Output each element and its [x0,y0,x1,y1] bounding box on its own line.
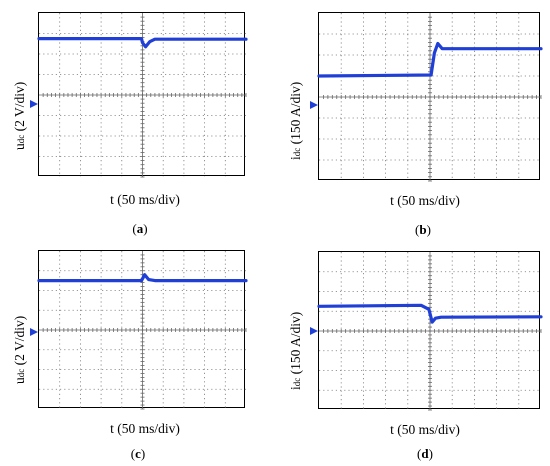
oscilloscope-screen-d [317,251,543,411]
caption-b: (b) [415,222,431,237]
grid [39,251,246,409]
ylabel-c: udc (2 V/div) [12,315,27,384]
xlabel-c: t (50 ms/div) [110,421,180,436]
xlabel-b: t (50 ms/div) [390,193,460,208]
signal-trace [317,303,543,324]
signal-trace [37,273,248,283]
grid [319,252,541,410]
channel-marker-icon [310,322,318,335]
oscilloscope-screen-c [37,250,248,410]
channel-marker-icon [310,96,318,109]
center-axes [319,13,542,182]
ylabel-d: idc (150 A/div) [288,311,303,390]
oscilloscope-screen-a [37,12,248,178]
plot-area-c [37,251,248,410]
center-axes [39,13,247,178]
plot-area-d [317,252,543,411]
caption-a: (a) [132,221,148,236]
ylabel-b: idc (150 A/div) [288,81,303,160]
signal-trace [317,41,543,78]
caption-d: (d) [417,446,433,461]
signal-trace [37,37,248,49]
center-axes [39,251,247,410]
oscilloscope-screen-b [317,12,543,182]
grid [39,13,246,177]
plot-area-a [37,13,248,178]
channel-marker-icon [30,95,38,108]
channel-marker-icon [30,323,38,336]
xlabel-a: t (50 ms/div) [110,192,180,207]
center-axes [319,252,542,411]
plot-area-b [317,13,543,182]
ylabel-a: udc (2 V/div) [12,81,27,150]
caption-c: (c) [130,446,146,461]
xlabel-d: t (50 ms/div) [390,422,460,437]
